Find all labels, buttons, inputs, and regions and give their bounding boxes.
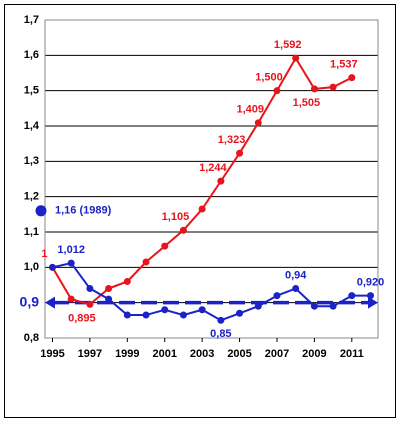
data-point — [273, 87, 281, 95]
x-tick-label: 2001 — [152, 348, 176, 360]
data-point — [348, 292, 356, 300]
data-point — [179, 311, 187, 319]
data-point — [105, 295, 113, 303]
y-tick-label: 1,5 — [24, 85, 39, 97]
data-label: 0,920 — [357, 277, 385, 289]
x-tick-label: 1995 — [40, 348, 64, 360]
reference-arrow — [368, 296, 378, 309]
x-tick-label: 2005 — [227, 348, 251, 360]
data-point — [105, 285, 113, 293]
data-point — [310, 302, 318, 310]
data-point — [254, 302, 262, 310]
data-point — [142, 258, 150, 266]
data-point — [198, 306, 206, 314]
data-point — [217, 177, 225, 185]
data-point — [142, 311, 150, 319]
annotation-label: 1,16 (1989) — [55, 205, 112, 217]
data-point — [179, 226, 187, 234]
data-point — [292, 285, 300, 293]
data-label: 1,592 — [274, 39, 302, 51]
x-tick-label: 2009 — [302, 348, 326, 360]
data-label: 1,323 — [218, 134, 246, 146]
x-tick-label: 1997 — [78, 348, 102, 360]
data-point — [86, 300, 94, 308]
plot-area — [44, 19, 379, 339]
x-tick-label: 2011 — [340, 348, 364, 360]
data-label: 1,537 — [330, 58, 358, 70]
data-point — [329, 83, 337, 91]
data-point — [292, 54, 300, 62]
annotation-point — [35, 205, 47, 217]
x-tick-label: 2007 — [265, 348, 289, 360]
data-point — [367, 292, 375, 300]
data-label: 0,94 — [285, 269, 307, 281]
data-point — [198, 205, 206, 213]
data-point — [48, 263, 56, 271]
data-point — [310, 85, 318, 93]
y-tick-label: 1,3 — [24, 155, 39, 167]
data-point — [348, 74, 356, 82]
data-point — [236, 149, 244, 157]
data-point — [254, 119, 262, 127]
data-label: 1 — [41, 248, 47, 260]
data-point — [123, 311, 131, 319]
y-tick-label: 1,1 — [24, 226, 39, 238]
x-tick-label: 2003 — [190, 348, 214, 360]
data-point — [329, 302, 337, 310]
y-tick-label: 1,4 — [24, 120, 40, 132]
data-label: 1,505 — [293, 97, 321, 109]
data-point — [217, 316, 225, 324]
y-tick-label: 1,2 — [24, 191, 39, 203]
data-point — [161, 306, 169, 314]
data-point — [67, 295, 75, 303]
data-point — [86, 285, 94, 293]
y-tick-label: 0,8 — [24, 332, 39, 344]
data-label: 1,500 — [255, 72, 283, 84]
data-label: 1,105 — [162, 211, 190, 223]
y-tick-label: 1,6 — [24, 49, 39, 61]
data-point — [273, 292, 281, 300]
data-point — [67, 259, 75, 267]
data-label: 0,85 — [210, 328, 231, 340]
data-label: 1,244 — [199, 162, 227, 174]
data-point — [236, 309, 244, 317]
y-tick-label: 0,9 — [20, 293, 40, 309]
x-tick-label: 1999 — [115, 348, 139, 360]
data-label: 1,012 — [57, 244, 85, 256]
data-label: 0,895 — [68, 312, 96, 324]
reference-arrow — [45, 296, 55, 309]
data-point — [123, 277, 131, 285]
y-tick-label: 1,7 — [24, 14, 39, 26]
data-point — [161, 242, 169, 250]
data-label: 1,409 — [237, 104, 265, 116]
y-tick-label: 1,0 — [24, 261, 39, 273]
